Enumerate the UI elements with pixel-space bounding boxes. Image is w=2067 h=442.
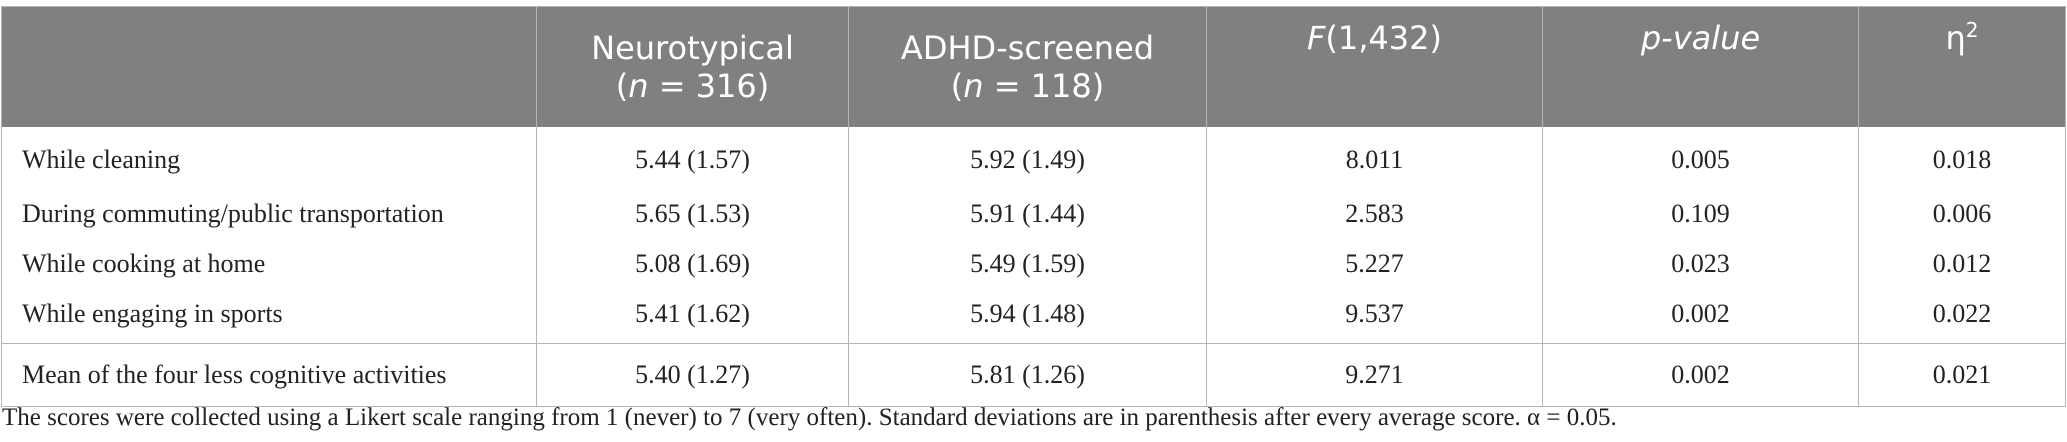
table-cell: 5.44 (1.57) [536, 127, 849, 189]
header-cell: Neurotypical (n = 316) [536, 6, 849, 127]
table-cell: 0.012 [1858, 239, 2066, 289]
table-cell: 5.94 (1.48) [848, 289, 1207, 344]
header-cell: p-value [1542, 6, 1859, 127]
header-row: Neurotypical (n = 316) ADHD-screened (n = … [1, 6, 2066, 127]
table-cell: 2.583 [1206, 189, 1543, 239]
header-cell: F(1,432) [1206, 6, 1543, 127]
header-text: Neurotypical [591, 29, 794, 67]
table-body: While cleaning 5.44 (1.57) 5.92 (1.49) 8.01… [1, 127, 2066, 407]
header-cell: η2 [1858, 6, 2066, 127]
table-cell: 5.91 (1.44) [848, 189, 1207, 239]
table-row: During commuting/public transportation 5.… [2, 189, 2066, 239]
results-table: Neurotypical (n = 316) ADHD-screened (n = … [1, 6, 2066, 407]
header-text: 2 [1965, 18, 1979, 42]
table-cell: 5.65 (1.53) [536, 189, 849, 239]
table-cell: 5.49 (1.59) [848, 239, 1207, 289]
header-text: (1,432) [1325, 19, 1442, 57]
table-cell: 9.537 [1206, 289, 1543, 344]
table-cell: 0.002 [1542, 289, 1859, 344]
table-row: While cleaning 5.44 (1.57) 5.92 (1.49) 8.01… [2, 127, 2066, 189]
table-cell: 0.005 [1542, 127, 1859, 189]
table-cell: 0.006 [1858, 189, 2066, 239]
row-label: While cleaning [22, 145, 181, 174]
table-cell: 5.81 (1.26) [848, 343, 1207, 407]
footnote: The scores were collected using a Likert… [2, 404, 1617, 431]
table-cell: 0.022 [1858, 289, 2066, 344]
header-text: η [1945, 19, 1966, 57]
header-text: n [628, 67, 649, 105]
table-cell: 5.08 (1.69) [536, 239, 849, 289]
row-label: During commuting/public transportation [22, 199, 444, 228]
table-cell: 9.271 [1206, 343, 1543, 407]
table-cell: 5.227 [1206, 239, 1543, 289]
header-text: ( [615, 67, 629, 105]
table-cell: 0.018 [1858, 127, 2066, 189]
header-cell: ADHD-screened (n = 118) [848, 6, 1207, 127]
table-cell: 5.92 (1.49) [848, 127, 1207, 189]
row-label: While engaging in sports [22, 299, 283, 328]
table-row: While cooking at home 5.08 (1.69) 5.49 (1.… [2, 239, 2066, 289]
header-cell [1, 6, 537, 127]
row-label: While cooking at home [22, 249, 266, 278]
header-text: n [963, 67, 984, 105]
row-label: Mean of the four less cognitive activiti… [1, 343, 537, 407]
table-row: While engaging in sports 5.41 (1.62) 5.94 … [2, 289, 2066, 344]
header-text: = 118) [983, 67, 1105, 105]
table-cell: 5.41 (1.62) [536, 289, 849, 344]
table-row: Mean of the four less cognitive activiti… [1, 343, 2066, 407]
table-cell: 0.021 [1858, 343, 2066, 407]
header-text: = 316) [648, 67, 770, 105]
table-cell: 0.002 [1542, 343, 1859, 407]
header-text: ADHD-screened [900, 29, 1155, 67]
table-cell: 8.011 [1206, 127, 1543, 189]
table-cell: 0.109 [1542, 189, 1859, 239]
header-text: F [1307, 19, 1326, 57]
header-text: ( [950, 67, 964, 105]
table-cell: 0.023 [1542, 239, 1859, 289]
header-text: p-value [1640, 19, 1761, 57]
table-cell: 5.40 (1.27) [536, 343, 849, 407]
